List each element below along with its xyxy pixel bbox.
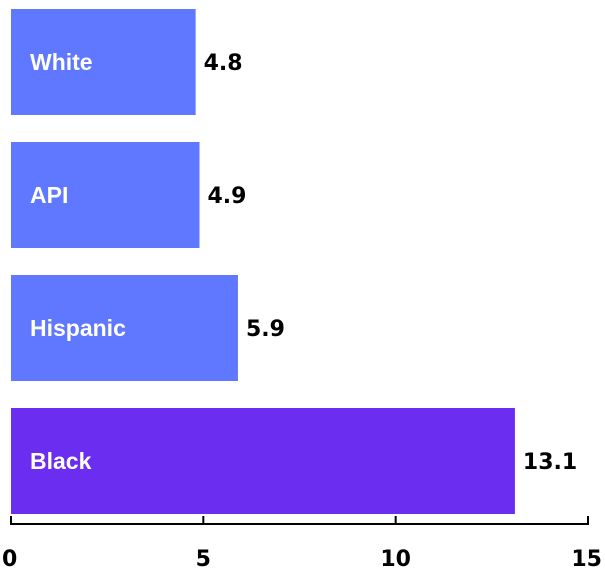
category-label-hispanic: Hispanic (30, 315, 126, 341)
x-tick-label-0: 0 (2, 547, 17, 572)
value-label-white: 4.8 (204, 51, 243, 76)
bar-white (11, 9, 196, 115)
x-tick-label-15: 15 (571, 547, 602, 572)
value-label-hispanic: 5.9 (246, 317, 285, 342)
bar-hispanic (11, 275, 238, 381)
x-tick-label-5: 5 (196, 547, 211, 572)
category-label-white: White (30, 49, 93, 75)
x-tick-label-10: 10 (380, 547, 411, 572)
category-label-api: API (30, 182, 68, 208)
bar-black (11, 408, 515, 514)
value-label-black: 13.1 (523, 450, 577, 475)
bar-api (11, 142, 200, 248)
category-label-black: Black (30, 448, 92, 474)
bars-layer: White 4.8 API 4.9 Hispanic 5.9 Black 13.1 (11, 9, 577, 514)
x-axis: 0 5 10 15 (2, 516, 602, 572)
value-label-api: 4.9 (207, 184, 246, 209)
